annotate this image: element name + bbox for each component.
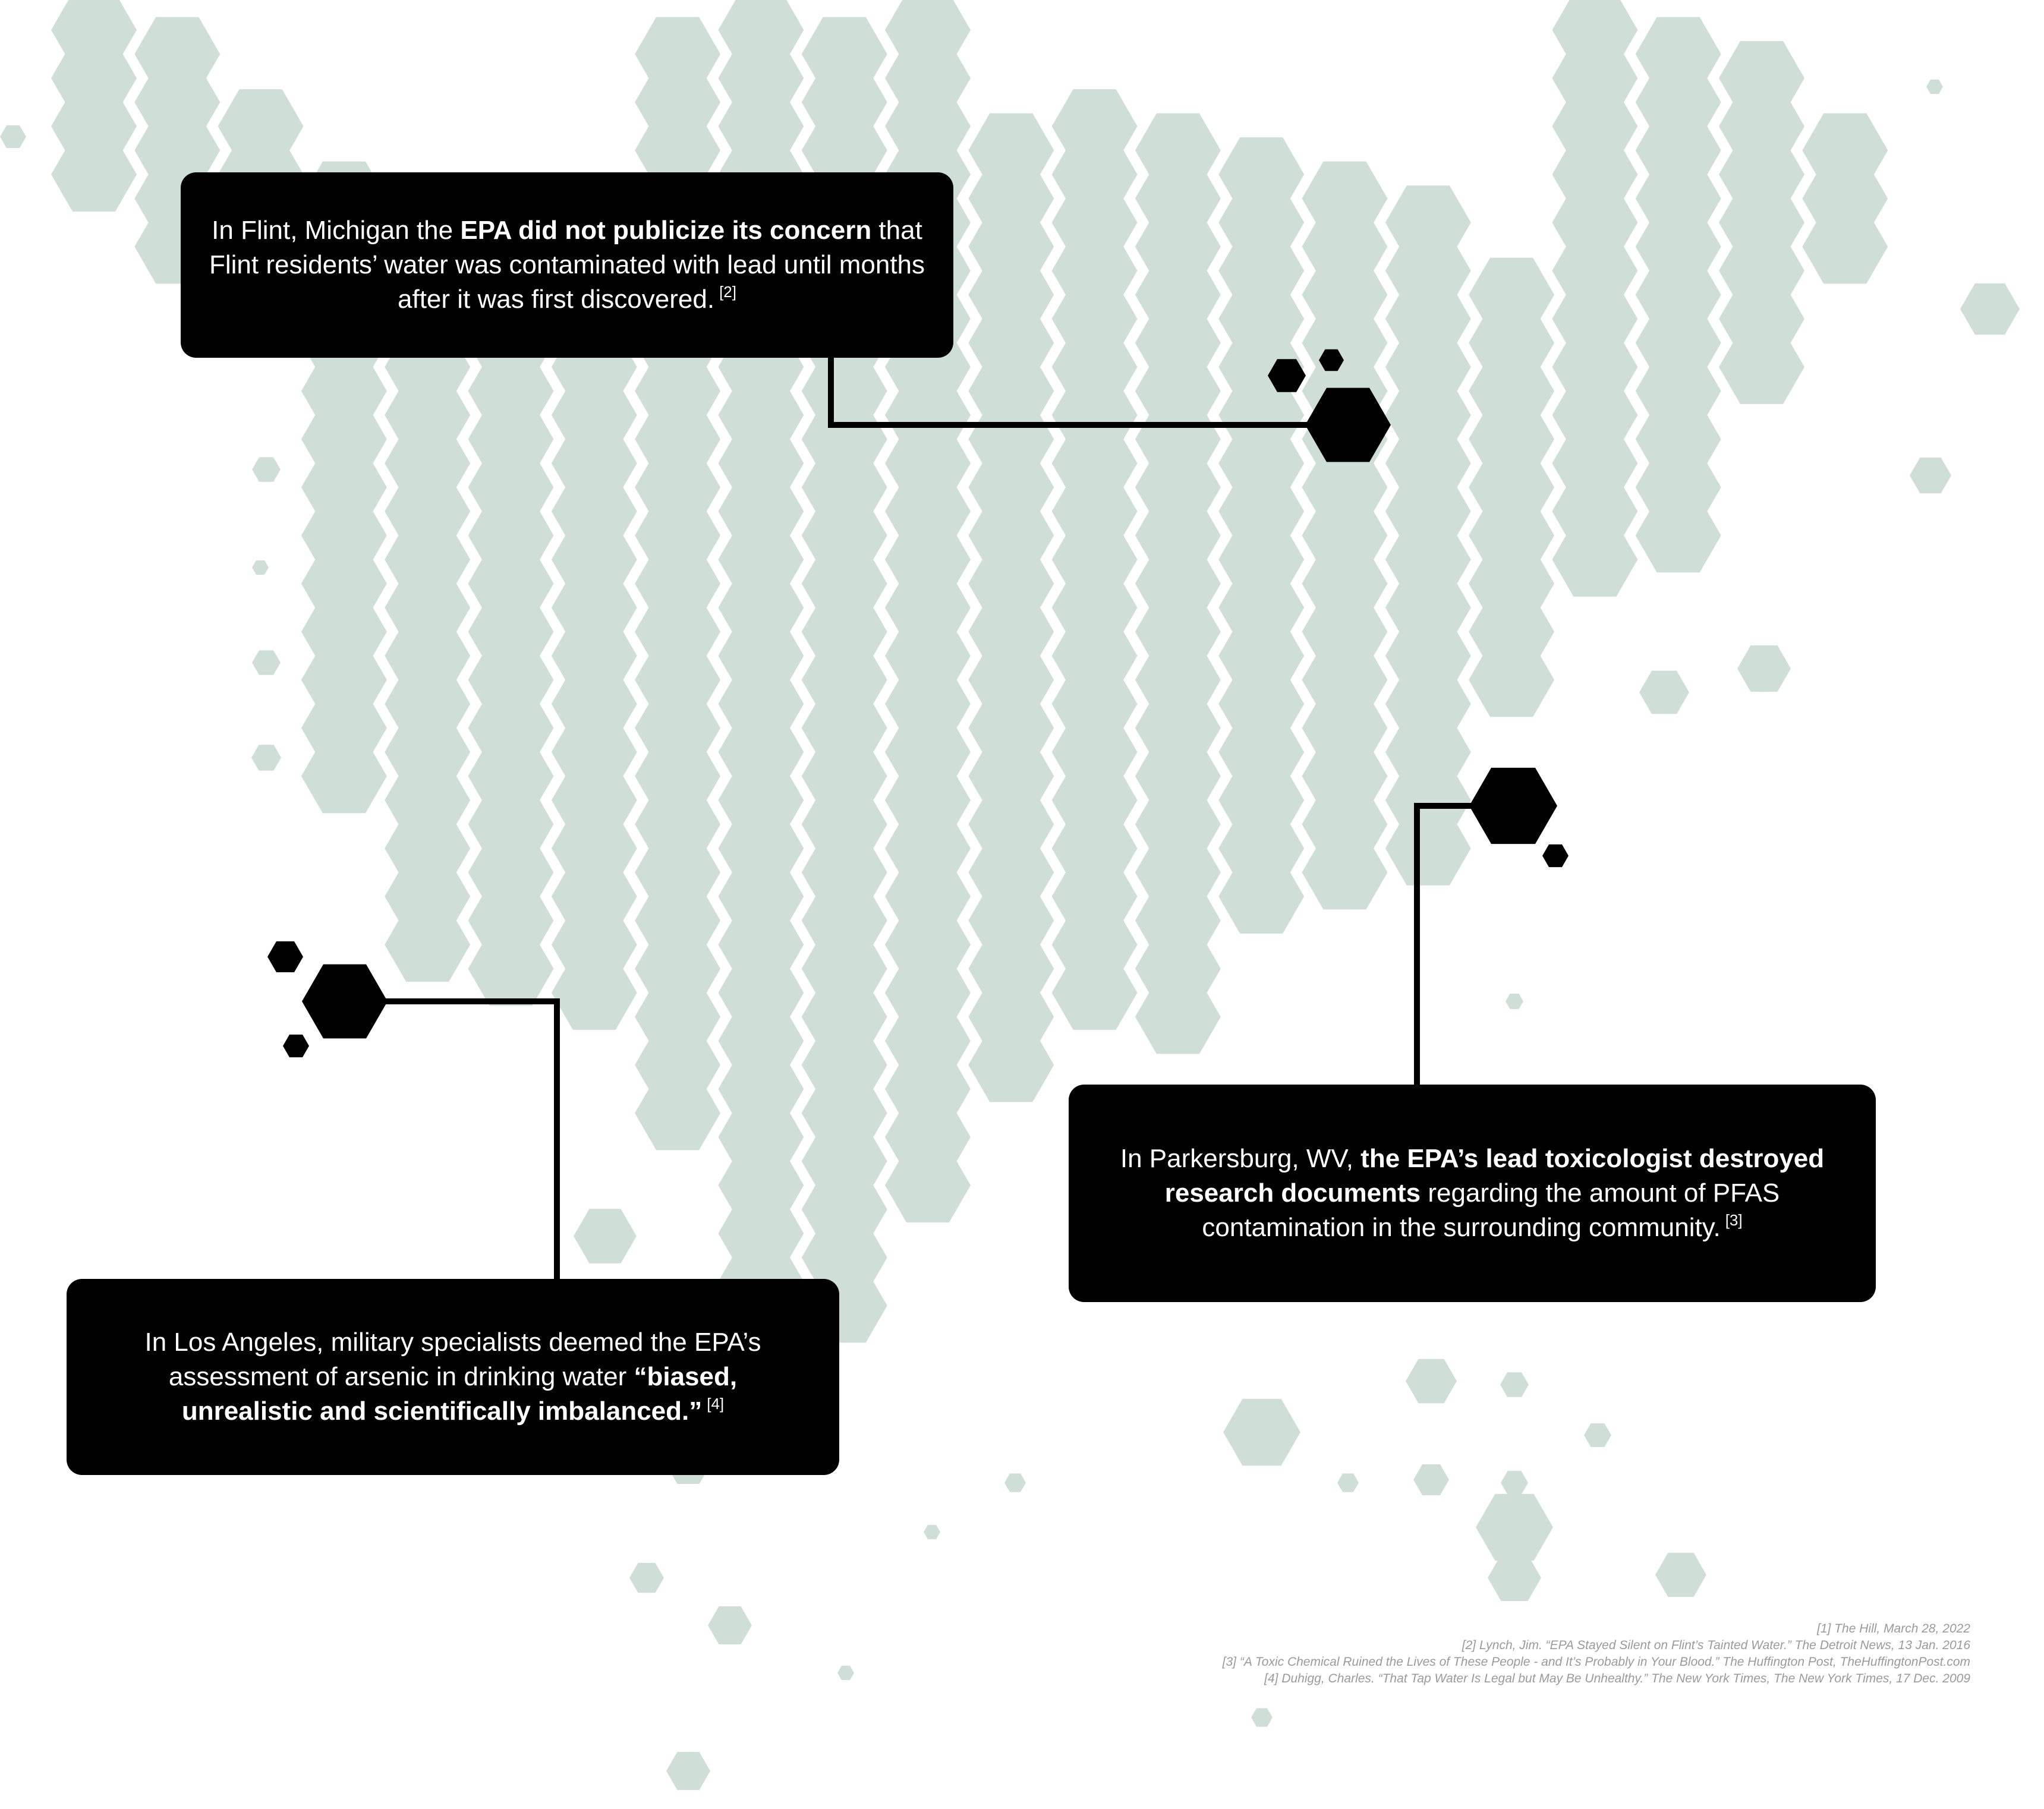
map-hexagon bbox=[301, 739, 387, 814]
parkersburg-marker-hexagon bbox=[1469, 767, 1557, 844]
map-hexagon bbox=[1655, 1552, 1706, 1597]
reference-2: [2] Lynch, Jim. “EPA Stayed Silent on Fl… bbox=[1462, 1638, 1970, 1652]
map-hexagon bbox=[385, 907, 471, 982]
map-hexagon bbox=[1802, 209, 1888, 284]
map-hexagon bbox=[252, 457, 281, 482]
references-list: [1] The Hill, March 28, 2022 [2] Lynch, … bbox=[1223, 1621, 1970, 1687]
map-hexagon bbox=[1488, 1555, 1541, 1601]
map-hexagon bbox=[629, 1562, 664, 1593]
los-angeles-reference-mark: [4] bbox=[707, 1395, 725, 1413]
map-hexagon bbox=[0, 125, 26, 149]
parkersburg-reference-mark: [3] bbox=[1725, 1211, 1743, 1229]
flint-marker-hexagon bbox=[1305, 387, 1391, 462]
parkersburg-text-post: regarding the amount of PFAS contaminati… bbox=[1202, 1178, 1780, 1242]
reference-3: [3] “A Toxic Chemical Ruined the Lives o… bbox=[1222, 1655, 1970, 1669]
map-hexagon bbox=[252, 560, 269, 575]
reference-4: [4] Duhigg, Charles. “That Tap Water Is … bbox=[1264, 1672, 1970, 1685]
flint-marker-small-hexagon bbox=[1319, 349, 1344, 371]
los-angeles-callout-text: In Los Angeles, military specialists dee… bbox=[102, 1325, 804, 1429]
map-hexagon bbox=[251, 745, 281, 771]
map-hexagon bbox=[1051, 956, 1138, 1030]
map-hexagon bbox=[1584, 1423, 1611, 1447]
map-hexagon bbox=[1506, 994, 1523, 1009]
map-hexagon bbox=[968, 1028, 1054, 1102]
flint-callout-text: In Flint, Michigan the EPA did not publi… bbox=[204, 213, 930, 317]
map-hexagon bbox=[1135, 979, 1221, 1054]
parkersburg-text-pre: In Parkersburg, WV, bbox=[1120, 1144, 1361, 1173]
flint-text-pre: In Flint, Michigan the bbox=[212, 216, 461, 245]
los-angeles-marker-small-hexagon bbox=[267, 941, 303, 972]
los-angeles-marker-small-hexagon bbox=[283, 1034, 309, 1058]
map-hexagon bbox=[708, 1606, 752, 1644]
map-hexagon bbox=[1337, 1473, 1359, 1492]
los-angeles-callout: In Los Angeles, military specialists dee… bbox=[67, 1279, 839, 1475]
location-markers bbox=[267, 349, 1569, 1058]
los-angeles-marker-hexagon bbox=[302, 964, 388, 1039]
map-hexagon bbox=[1251, 1708, 1273, 1727]
map-hexagon bbox=[1385, 811, 1471, 885]
map-hexagon bbox=[837, 1665, 854, 1681]
map-hexagon bbox=[1413, 1464, 1449, 1495]
map-hexagon bbox=[924, 1524, 940, 1540]
map-hexagon bbox=[551, 956, 637, 1030]
map-hexagon bbox=[1004, 1473, 1026, 1492]
map-hexagon bbox=[1926, 79, 1943, 94]
reference-1: [1] The Hill, March 28, 2022 bbox=[1817, 1622, 1970, 1635]
map-hexagon bbox=[1223, 1398, 1300, 1466]
flint-callout: In Flint, Michigan the EPA did not publi… bbox=[181, 172, 953, 358]
map-hexagon bbox=[635, 1076, 721, 1151]
map-hexagon bbox=[51, 137, 137, 212]
map-hexagon bbox=[1302, 835, 1388, 910]
flint-leader-line bbox=[828, 358, 1346, 428]
parkersburg-callout: In Parkersburg, WV, the EPA’s lead toxic… bbox=[1069, 1085, 1876, 1302]
map-hexagon bbox=[1552, 522, 1638, 597]
map-hexagon bbox=[1218, 859, 1305, 934]
map-hexagon bbox=[1635, 498, 1721, 573]
map-hexagon bbox=[1639, 670, 1689, 714]
map-hexagon bbox=[1476, 1493, 1553, 1561]
flint-reference-mark: [2] bbox=[719, 283, 736, 301]
los-angeles-text-pre: In Los Angeles, military specialists dee… bbox=[144, 1328, 761, 1391]
map-hexagon bbox=[1719, 330, 1804, 404]
map-hexagon bbox=[666, 1752, 710, 1790]
los-angeles-leader-line bbox=[345, 998, 560, 1279]
flint-text-post: that Flint residents’ water was contamin… bbox=[209, 216, 925, 314]
flint-marker-small-hexagon bbox=[1268, 359, 1306, 392]
flint-text-bold: EPA did not publicize its concern bbox=[460, 216, 872, 245]
map-hexagon bbox=[1406, 1359, 1457, 1404]
map-hexagon bbox=[1469, 642, 1555, 717]
map-hexagon bbox=[468, 931, 554, 1006]
map-hexagon bbox=[1737, 645, 1791, 692]
map-hexagon bbox=[1910, 457, 1951, 494]
map-hexagon bbox=[885, 1148, 971, 1222]
parkersburg-marker-small-hexagon bbox=[1542, 844, 1569, 868]
los-angeles-text-bold: “biased, unrealistic and scientifically … bbox=[181, 1362, 738, 1426]
map-hexagon bbox=[1501, 1471, 1528, 1495]
parkersburg-text-bold: the EPA’s lead toxicologist destroyed re… bbox=[1164, 1144, 1825, 1208]
map-hexagon bbox=[252, 650, 281, 675]
map-hexagon bbox=[574, 1209, 637, 1263]
map-hexagon bbox=[1500, 1372, 1529, 1397]
map-hexagon bbox=[1960, 283, 2020, 335]
parkersburg-callout-text: In Parkersburg, WV, the EPA’s lead toxic… bbox=[1104, 1142, 1840, 1245]
